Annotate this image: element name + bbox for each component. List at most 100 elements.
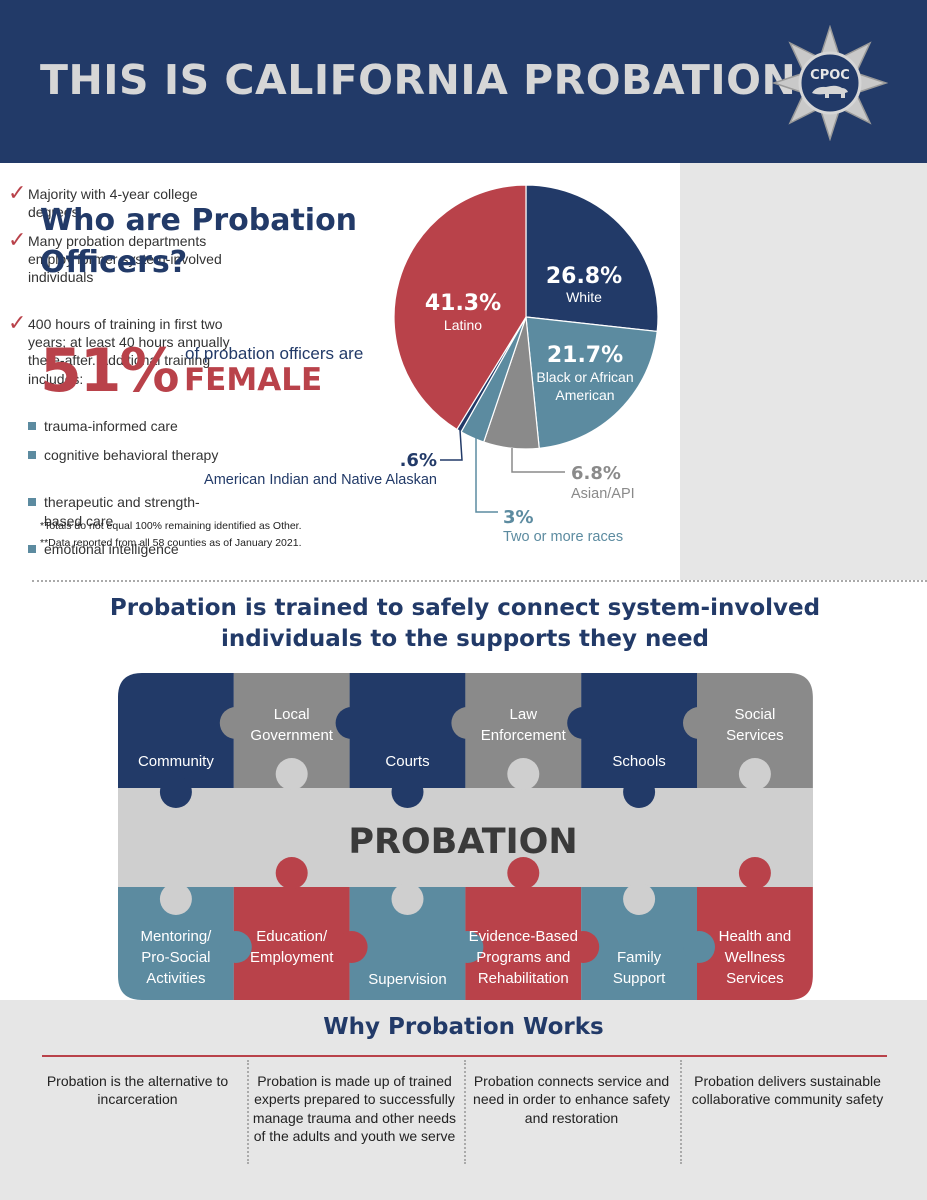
probation-center-label: PROBATION <box>348 822 577 862</box>
puzzle-piece <box>465 887 582 1000</box>
column-separator <box>247 1060 249 1164</box>
puzzle-piece <box>349 887 466 1000</box>
puzzle-piece-label: Family Support <box>613 949 666 987</box>
puzzle-knob <box>159 883 192 915</box>
female-percent: 51% <box>40 336 180 406</box>
checkmark-icon: ✓ <box>8 181 27 206</box>
puzzle-knob <box>623 776 656 808</box>
square-bullet-icon <box>28 422 36 430</box>
puzzle-piece <box>465 673 582 788</box>
why-column: Probation is made up of trained experts … <box>252 1073 457 1144</box>
slice-value-latino: 41.3% <box>425 291 501 316</box>
training-item: trauma-informed care <box>28 417 228 436</box>
square-bullet-icon <box>28 451 36 459</box>
footnote: *Totals do not equal 100% remaining iden… <box>40 520 302 532</box>
puzzle-piece-label: Mentoring/Pro-Social Activities <box>140 928 212 987</box>
puzzle-knob <box>683 707 715 739</box>
puzzle-piece-label: Education/Employment <box>250 928 334 966</box>
column-separator <box>464 1060 466 1164</box>
training-item: cognitive behavioral therapy <box>28 446 228 465</box>
check-text: Many probation departments employ former… <box>28 233 222 286</box>
puzzle-piece-label: Community <box>138 753 214 770</box>
training-text: cognitive behavioral therapy <box>44 447 219 463</box>
puzzle-piece <box>697 673 813 788</box>
slice-label-black-line2: American <box>555 387 614 403</box>
puzzle-piece <box>118 673 234 788</box>
check-text: Majority with 4-year college degrees <box>28 186 198 221</box>
checkmark-icon: ✓ <box>8 228 27 253</box>
puzzle-knob <box>738 758 771 790</box>
supports-title: Probation is trained to safely connect s… <box>109 595 821 652</box>
slice-label-white: White <box>566 289 602 305</box>
puzzle-piece <box>697 887 813 1000</box>
page-title: THIS IS CALIFORNIA PROBATION <box>40 56 797 104</box>
puzzle-knob <box>451 931 484 963</box>
female-word: FEMALE <box>184 362 323 398</box>
pie-slice-white <box>525 184 659 333</box>
puzzle-piece <box>118 887 234 1000</box>
qualifications-sidebar <box>680 163 927 580</box>
puzzle-knob <box>391 883 424 915</box>
puzzle-knob <box>159 776 192 808</box>
why-column: Probation is the alternative to incarcer… <box>46 1073 229 1108</box>
puzzle-piece <box>233 673 350 788</box>
slice-label-latino: Latino <box>444 317 482 333</box>
column-separator <box>680 1060 682 1164</box>
puzzle-knob <box>275 758 308 790</box>
puzzle-piece-label: Evidence-Based Programs and Rehabilitation <box>469 928 578 987</box>
puzzle-knob <box>738 857 771 889</box>
check-item: ✓ Majority with 4-year college degrees <box>8 181 242 221</box>
pie-slice-latino <box>393 184 527 431</box>
puzzle-knob <box>391 776 424 808</box>
training-item: therapeutic and strength-based care <box>28 493 228 530</box>
training-text: trauma-informed care <box>44 418 178 434</box>
leader-line-two-or-more <box>475 433 498 513</box>
puzzle-knob <box>683 931 715 963</box>
slice-value-asian: 6.8% <box>571 463 621 484</box>
puzzle-knob <box>507 857 540 889</box>
footnote: **Data reported from all 58 counties as … <box>40 537 302 549</box>
puzzle-knob <box>623 883 656 915</box>
puzzle-piece-label: Social Services <box>726 706 784 744</box>
slice-label-american-indian: American Indian and Native Alaskan <box>204 472 437 488</box>
section-title-who: Who are Probation Officers? <box>40 200 400 284</box>
puzzle-piece <box>349 673 466 788</box>
puzzle-knob <box>507 758 540 790</box>
leader-line-american-indian <box>440 429 463 461</box>
why-column: Probation connects service and need in o… <box>473 1073 670 1126</box>
slice-label-two-or-more: Two or more races <box>503 529 623 545</box>
puzzle-piece <box>581 887 697 1000</box>
badge-text: CPOC <box>810 68 850 83</box>
training-item: emotional intelligence <box>28 540 228 559</box>
puzzle-piece-label: Law Enforcement <box>481 706 567 744</box>
puzzle-piece-label: Schools <box>612 753 665 770</box>
puzzle-knob <box>451 707 484 739</box>
puzzle-graphic: Community Local Government Courts Law Enforce… <box>118 673 813 1000</box>
why-column: Probation delivers sustainable collabora… <box>691 1073 884 1108</box>
slice-label-black-line1: Black or African <box>536 369 633 385</box>
slice-value-white: 26.8% <box>546 264 622 289</box>
section-divider <box>32 580 927 582</box>
puzzle-piece-label: Supervision <box>368 971 446 988</box>
puzzle-piece-label: Local Government <box>250 706 333 744</box>
female-caption: of probation officers are <box>185 344 364 363</box>
puzzle-piece <box>581 673 697 788</box>
who-title-line2: Officers? <box>40 245 188 280</box>
puzzle-piece <box>233 887 350 1000</box>
leader-line-asian <box>511 448 565 473</box>
header-banner <box>0 0 927 163</box>
square-bullet-icon <box>28 545 36 553</box>
slice-value-black: 21.7% <box>547 343 623 368</box>
puzzle-knob <box>219 931 252 963</box>
puzzle-piece-label: Health and Wellness Services <box>719 928 792 987</box>
training-text: therapeutic and strength-based care <box>44 494 200 529</box>
why-title: Why Probation Works <box>323 1014 604 1040</box>
puzzle-knob <box>335 707 368 739</box>
slice-value-two-or-more: 3% <box>503 507 534 528</box>
cpoc-badge-logo: CPOC <box>772 25 888 141</box>
training-text: emotional intelligence <box>44 541 179 557</box>
puzzle-knob <box>275 857 308 889</box>
puzzle-knob <box>567 931 600 963</box>
puzzle-piece-label: Courts <box>385 753 429 770</box>
puzzle-knob <box>335 931 368 963</box>
